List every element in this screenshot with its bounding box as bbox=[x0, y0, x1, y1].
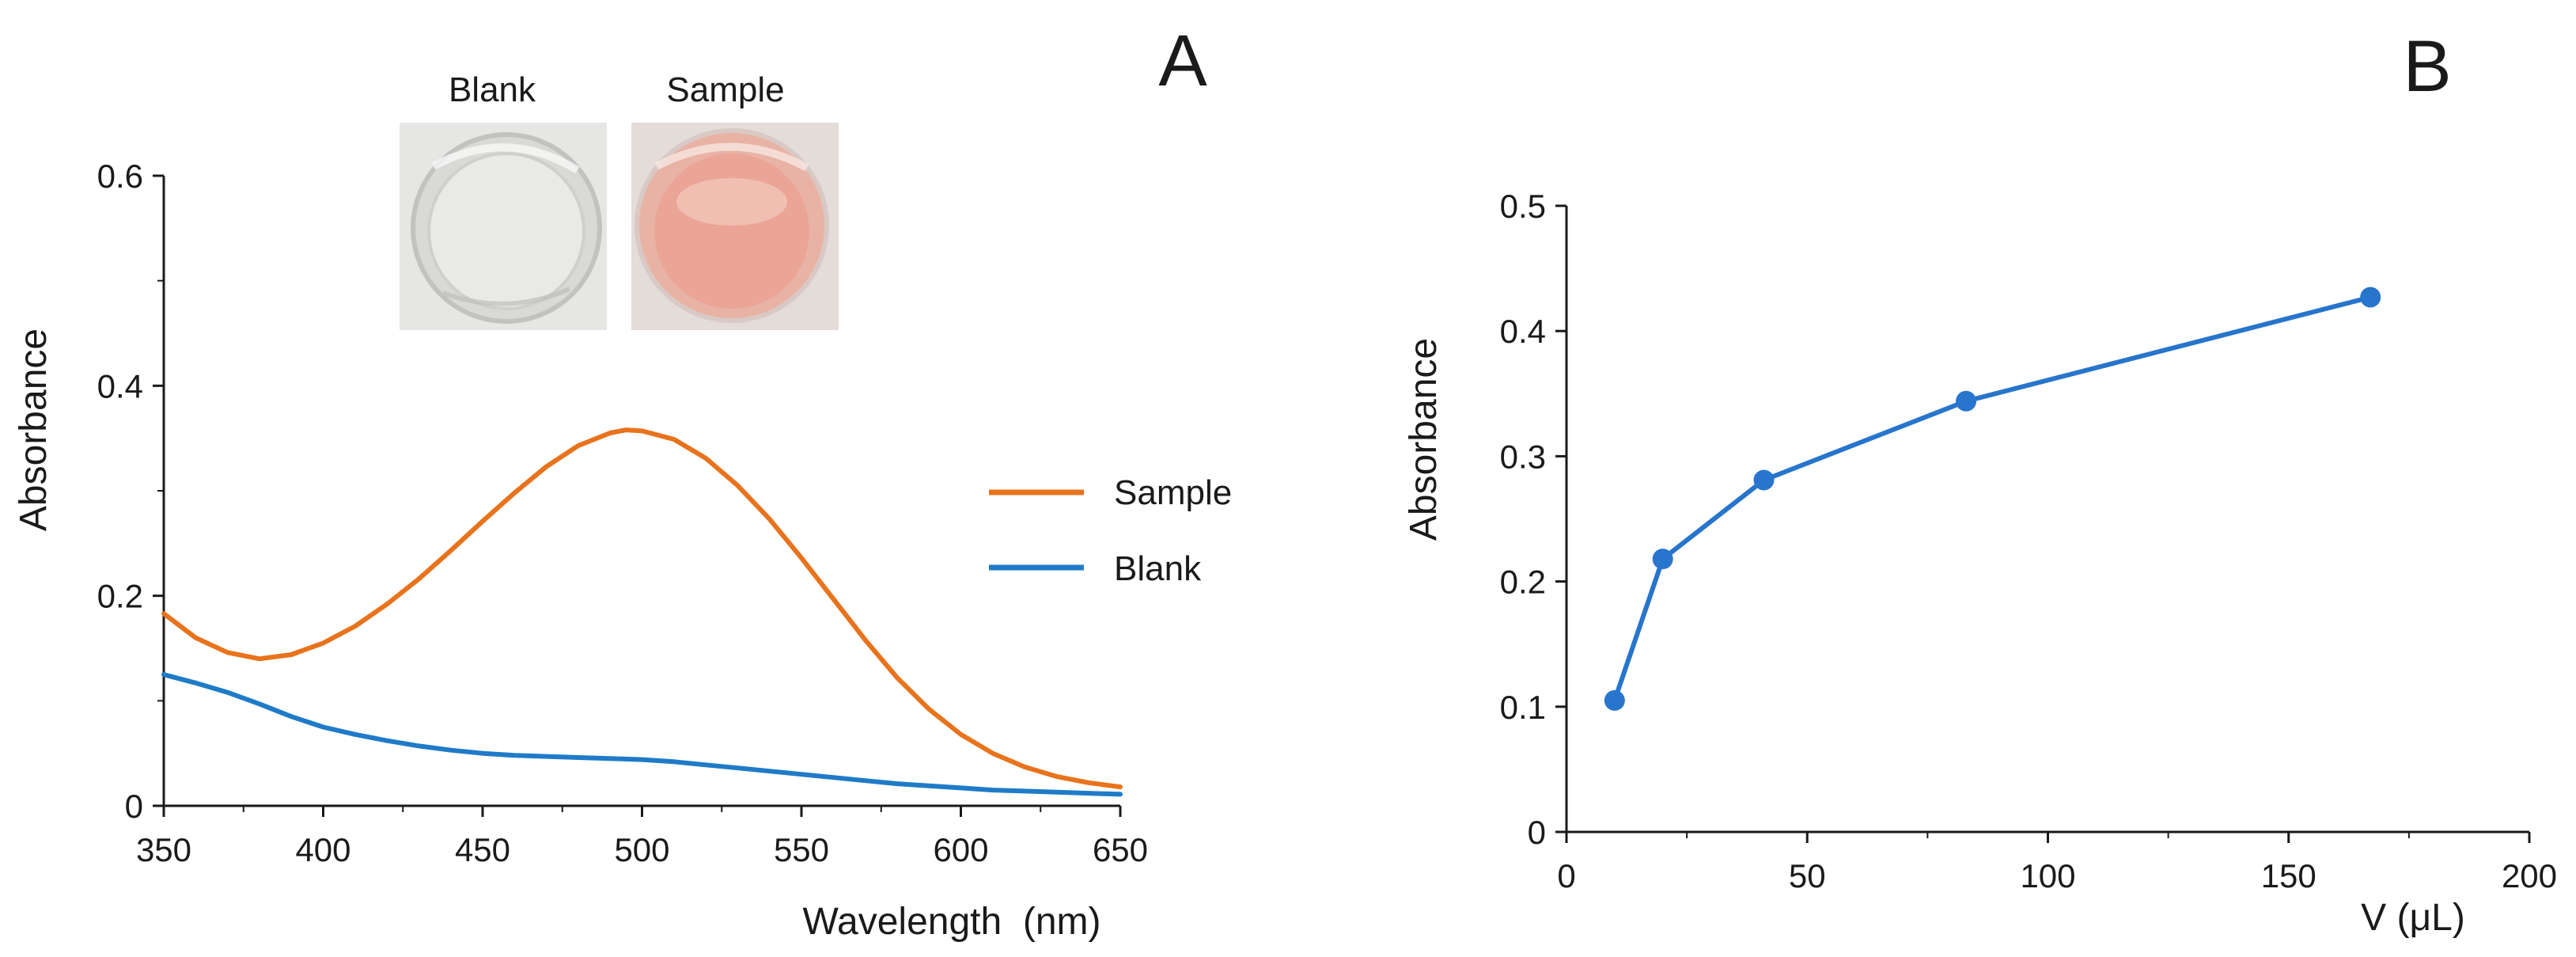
chart-b-ylabel: Absorbance bbox=[1403, 338, 1445, 541]
legend-label-sample: Sample bbox=[1114, 473, 1232, 512]
chart-b-data-point bbox=[1652, 549, 1673, 570]
chart-b-x-tick-label: 200 bbox=[2502, 857, 2557, 894]
chart-b-data-point bbox=[1956, 390, 1977, 412]
chart-a-x-tick-label: 600 bbox=[933, 831, 988, 868]
chart-a-x-tick-label: 400 bbox=[295, 831, 350, 868]
chart-b: B 0 0.1 0.2 0.3 0.4 0.5 0 50 100 150 200 Absorbanc… bbox=[1403, 26, 2557, 939]
chart-a-x-tick-label: 500 bbox=[614, 831, 669, 868]
chart-b-y-tick-label: 0 bbox=[1528, 814, 1546, 851]
inset-label-sample: Sample bbox=[666, 70, 784, 109]
inset-label-blank: Blank bbox=[449, 70, 536, 109]
chart-a-x-tick-label: 550 bbox=[774, 831, 829, 868]
chart-b-xlabel: V (μL) bbox=[2361, 897, 2465, 939]
chart-b-data-point bbox=[1604, 689, 1625, 711]
blank-well-photo bbox=[400, 123, 607, 330]
panel-a-letter: A bbox=[1158, 21, 1207, 101]
chart-a-series bbox=[161, 427, 1123, 797]
chart-b-y-tick-label: 0.5 bbox=[1500, 188, 1546, 225]
sample-well-photo bbox=[631, 123, 839, 330]
chart-a-ylabel: Absorbance bbox=[13, 328, 55, 531]
chart-a-series-blank-line bbox=[161, 672, 1123, 797]
chart-a-x-tick-label: 650 bbox=[1093, 831, 1148, 868]
chart-b-y-tick-label: 0.3 bbox=[1500, 438, 1546, 475]
chart-a-y-tick-label: 0.4 bbox=[97, 367, 143, 404]
chart-a-y-tick-label: 0 bbox=[125, 788, 143, 825]
chart-b-data-point bbox=[2360, 287, 2381, 308]
chart-b-y-tick-label: 0.2 bbox=[1500, 564, 1546, 601]
chart-a-legend: Sample Blank bbox=[989, 473, 1232, 588]
chart-b-series bbox=[1604, 287, 2381, 711]
chart-a-series-sample-line bbox=[161, 427, 1123, 790]
chart-b-x-tick-label: 50 bbox=[1789, 857, 1826, 894]
legend-label-blank: Blank bbox=[1114, 549, 1202, 588]
chart-b-y-tick-label: 0.1 bbox=[1500, 689, 1546, 726]
chart-a-y-tick-label: 0.6 bbox=[97, 158, 143, 195]
chart-a-x-tick-label: 450 bbox=[455, 831, 510, 868]
chart-a-xlabel: Wavelength (nm) bbox=[802, 901, 1100, 943]
chart-b-y-tick-label: 0.4 bbox=[1500, 313, 1546, 350]
chart-a-x-tick-label: 350 bbox=[136, 831, 191, 868]
chart-b-x-tick-label: 100 bbox=[2020, 857, 2075, 894]
panel-b-letter: B bbox=[2403, 26, 2451, 107]
chart-a-axes: 0 0.2 0.4 0.6 350 400 450 500 550 600 650 bbox=[97, 158, 1148, 868]
chart-b-data-point bbox=[1753, 469, 1775, 491]
chart-a-y-tick-label: 0.2 bbox=[97, 578, 143, 615]
chart-b-series-absorbance-line bbox=[1612, 294, 2373, 703]
chart-b-x-tick-label: 150 bbox=[2261, 857, 2317, 894]
inset-photos: Blank Sample bbox=[400, 70, 839, 330]
chart-b-x-tick-label: 0 bbox=[1557, 857, 1575, 894]
chart-b-axes: 0 0.1 0.2 0.3 0.4 0.5 0 50 100 150 200 bbox=[1500, 188, 2557, 894]
